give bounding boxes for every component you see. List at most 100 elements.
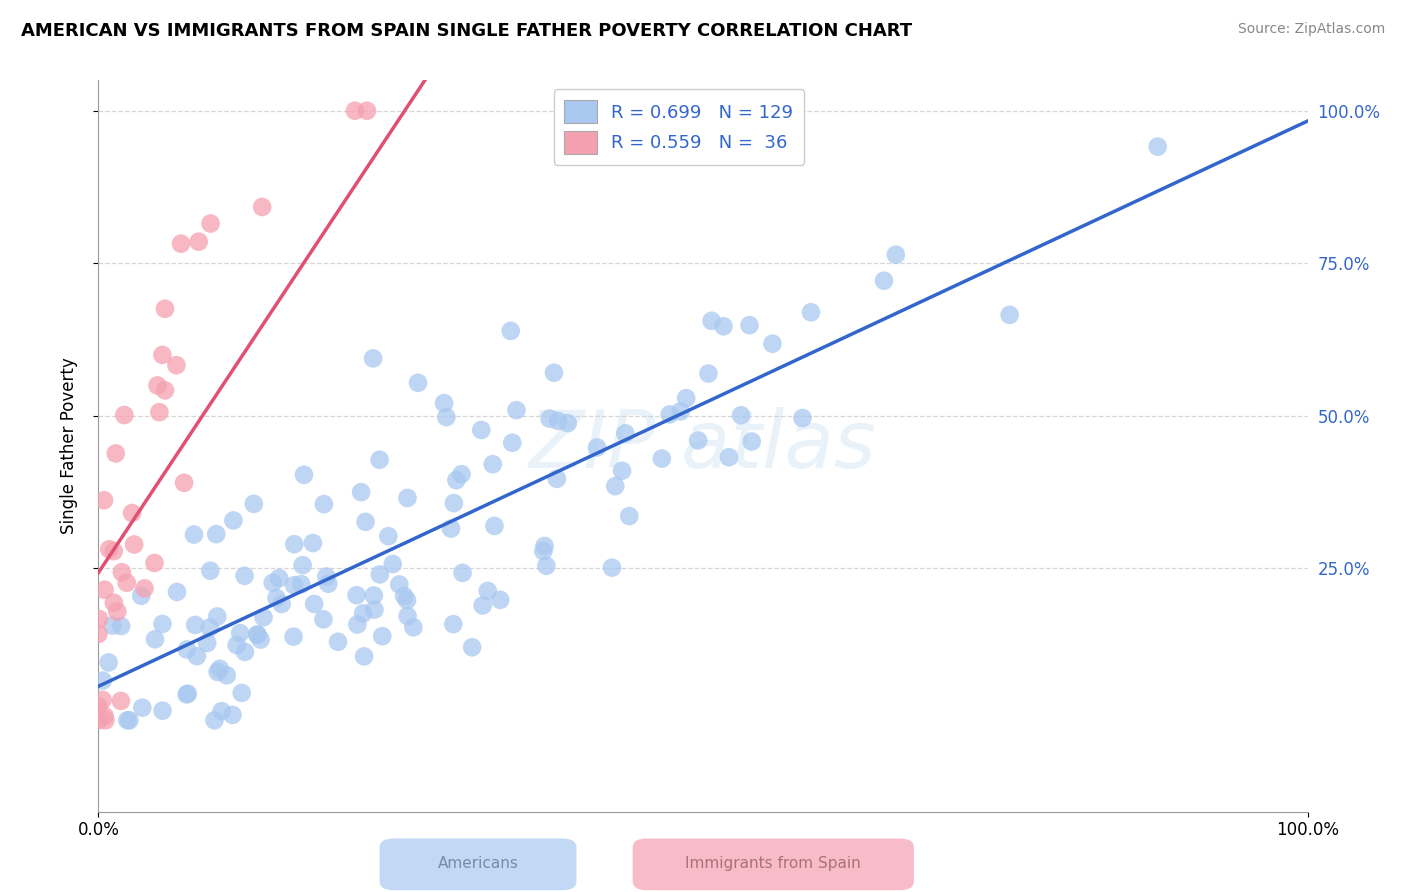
Point (361, 351, 384, 366)
Point (207, 609, 229, 624)
Point (177, 687, 200, 701)
Point (250, 200, 273, 214)
Point (91, 673, 114, 688)
Point (546, 472, 568, 486)
Point (792, 411, 814, 425)
Point (884, 247, 907, 261)
Point (134, 582, 156, 596)
Point (187, 235, 209, 249)
Point (713, 319, 735, 334)
Point (122, 537, 145, 551)
Point (153, 301, 176, 316)
Point (246, 628, 269, 642)
Point (700, 314, 723, 328)
Point (451, 566, 474, 580)
Point (266, 591, 288, 605)
Point (343, 103, 366, 118)
Legend: R = 0.699   N = 129, R = 0.559   N =  36: R = 0.699 N = 129, R = 0.559 N = 36 (554, 89, 804, 165)
Point (396, 491, 419, 505)
Point (186, 649, 208, 664)
Point (536, 558, 558, 573)
Point (283, 578, 305, 592)
Point (104, 446, 127, 460)
Point (103, 596, 125, 610)
Point (231, 686, 253, 700)
Point (312, 497, 335, 511)
Point (605, 479, 627, 493)
Point (433, 396, 456, 410)
Point (150, 348, 173, 362)
Text: Americans: Americans (437, 856, 519, 871)
Point (619, 509, 641, 524)
Point (395, 593, 418, 607)
Point (222, 513, 245, 527)
Point (118, 714, 141, 728)
Point (183, 527, 205, 541)
Point (738, 318, 761, 333)
Point (165, 358, 187, 372)
Point (229, 626, 252, 640)
Point (614, 426, 637, 441)
Point (291, 558, 314, 573)
Point (221, 707, 243, 722)
Point (533, 539, 555, 553)
Text: ZIP atlas: ZIP atlas (529, 407, 877, 485)
Point (198, 620, 221, 634)
Point (392, 589, 415, 603)
Point (110, 619, 132, 633)
Point (741, 434, 763, 449)
Y-axis label: Single Father Poverty: Single Father Poverty (59, 358, 77, 534)
Point (252, 610, 274, 624)
Point (717, 450, 740, 465)
Point (873, 274, 896, 288)
Point (87, 612, 110, 626)
Point (290, 577, 312, 591)
Point (800, 305, 823, 319)
Point (246, 627, 269, 641)
Point (381, 557, 404, 571)
Point (173, 475, 195, 490)
Point (441, 617, 464, 632)
Point (471, 599, 494, 613)
Text: Immigrants from Spain: Immigrants from Spain (686, 856, 860, 871)
Point (87, 699, 110, 714)
Point (440, 522, 463, 536)
Point (312, 612, 335, 626)
Point (211, 704, 233, 718)
Point (998, 308, 1021, 322)
Point (93, 582, 115, 597)
Point (121, 506, 143, 520)
Point (543, 366, 565, 380)
Point (730, 409, 752, 423)
Point (446, 473, 468, 487)
Point (461, 640, 484, 655)
Point (170, 236, 193, 251)
Point (443, 496, 465, 510)
Point (402, 620, 425, 634)
Point (101, 618, 124, 632)
Point (352, 607, 374, 621)
Point (477, 583, 499, 598)
Point (406, 376, 429, 390)
Point (205, 527, 228, 541)
Point (262, 575, 284, 590)
Point (111, 566, 134, 580)
Point (371, 629, 394, 643)
Point (316, 576, 339, 591)
Point (87, 714, 110, 728)
Point (269, 571, 291, 585)
Point (225, 638, 247, 652)
Point (153, 384, 176, 398)
Point (1146, 139, 1168, 153)
Point (146, 378, 169, 392)
Point (87, 627, 110, 641)
Point (353, 649, 375, 664)
Point (501, 435, 523, 450)
Point (761, 336, 783, 351)
Point (91, 693, 114, 707)
Point (112, 408, 135, 422)
Point (233, 569, 256, 583)
Point (538, 411, 561, 425)
Point (450, 467, 472, 482)
Point (346, 588, 368, 602)
